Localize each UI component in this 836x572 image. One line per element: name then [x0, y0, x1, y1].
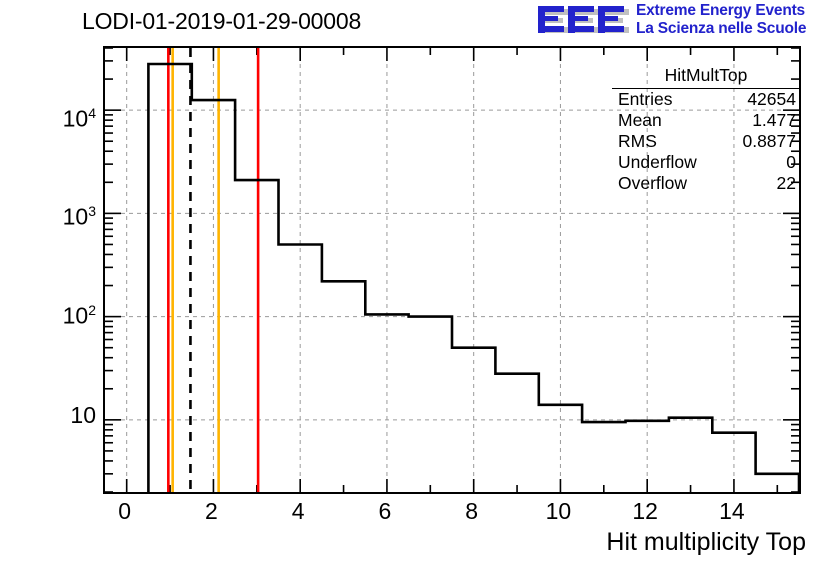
x-ticklabel-8: 8: [465, 498, 479, 524]
stats-box: HitMultTop Entries 42654 Mean 1.477 RMS 0.887…: [612, 64, 800, 194]
stats-key: Entries: [618, 89, 673, 109]
eee-logo-text: Extreme Energy Events La Scienza nelle S…: [636, 2, 806, 37]
stats-key: Mean: [618, 110, 662, 130]
y-ticklabel-100: 102: [62, 302, 96, 329]
stats-row: Entries 42654: [612, 89, 800, 110]
x-ticklabel-4: 4: [291, 498, 305, 524]
stats-key: RMS: [618, 131, 657, 151]
histogram-canvas: [105, 48, 799, 492]
marker-lines: [167, 48, 260, 492]
stats-rows: Entries 42654 Mean 1.477 RMS 0.8877 Underflow 0…: [612, 89, 800, 194]
stats-value: 0.8877: [742, 131, 796, 151]
y-ticklabel-10000: 104: [62, 105, 96, 132]
stats-value: 22: [776, 173, 796, 193]
stats-key: Overflow: [618, 173, 688, 193]
stats-key: Underflow: [618, 152, 697, 172]
x-ticklabel-0: 0: [118, 498, 132, 524]
stats-row: Overflow 22: [612, 173, 800, 194]
stats-row: RMS 0.8877: [612, 131, 800, 152]
stats-value: 42654: [747, 89, 796, 109]
eee-logo-line2: La Scienza nelle Scuole: [636, 19, 807, 37]
stats-row: Underflow 0: [612, 152, 800, 173]
eee-logo-mark: [538, 6, 629, 33]
stats-value: 0: [786, 152, 796, 172]
x-ticklabel-14: 14: [719, 498, 745, 524]
y-ticklabel-1000: 103: [62, 203, 96, 230]
eee-logo: Extreme Energy Events La Scienza nelle S…: [536, 2, 834, 42]
histogram-step: [147, 62, 799, 492]
stats-value: 1.477: [752, 110, 796, 130]
x-ticklabel-10: 10: [545, 498, 572, 524]
x-axis-title: Hit multiplicity Top: [606, 528, 806, 556]
stats-row: Mean 1.477: [612, 110, 800, 131]
y-ticklabel-10: 10: [70, 402, 96, 428]
x-ticklabel-6: 6: [378, 498, 392, 524]
x-ticklabel-12: 12: [632, 498, 658, 524]
page-title: LODI-01-2019-01-29-00008: [82, 8, 362, 34]
axis-ticks: [105, 48, 799, 492]
x-ticklabel-2: 2: [205, 498, 218, 524]
eee-logo-line1: Extreme Energy Events: [636, 2, 805, 19]
plot-frame: [103, 46, 801, 494]
grid-lines: [105, 48, 799, 492]
stats-title: HitMultTop: [612, 64, 800, 89]
